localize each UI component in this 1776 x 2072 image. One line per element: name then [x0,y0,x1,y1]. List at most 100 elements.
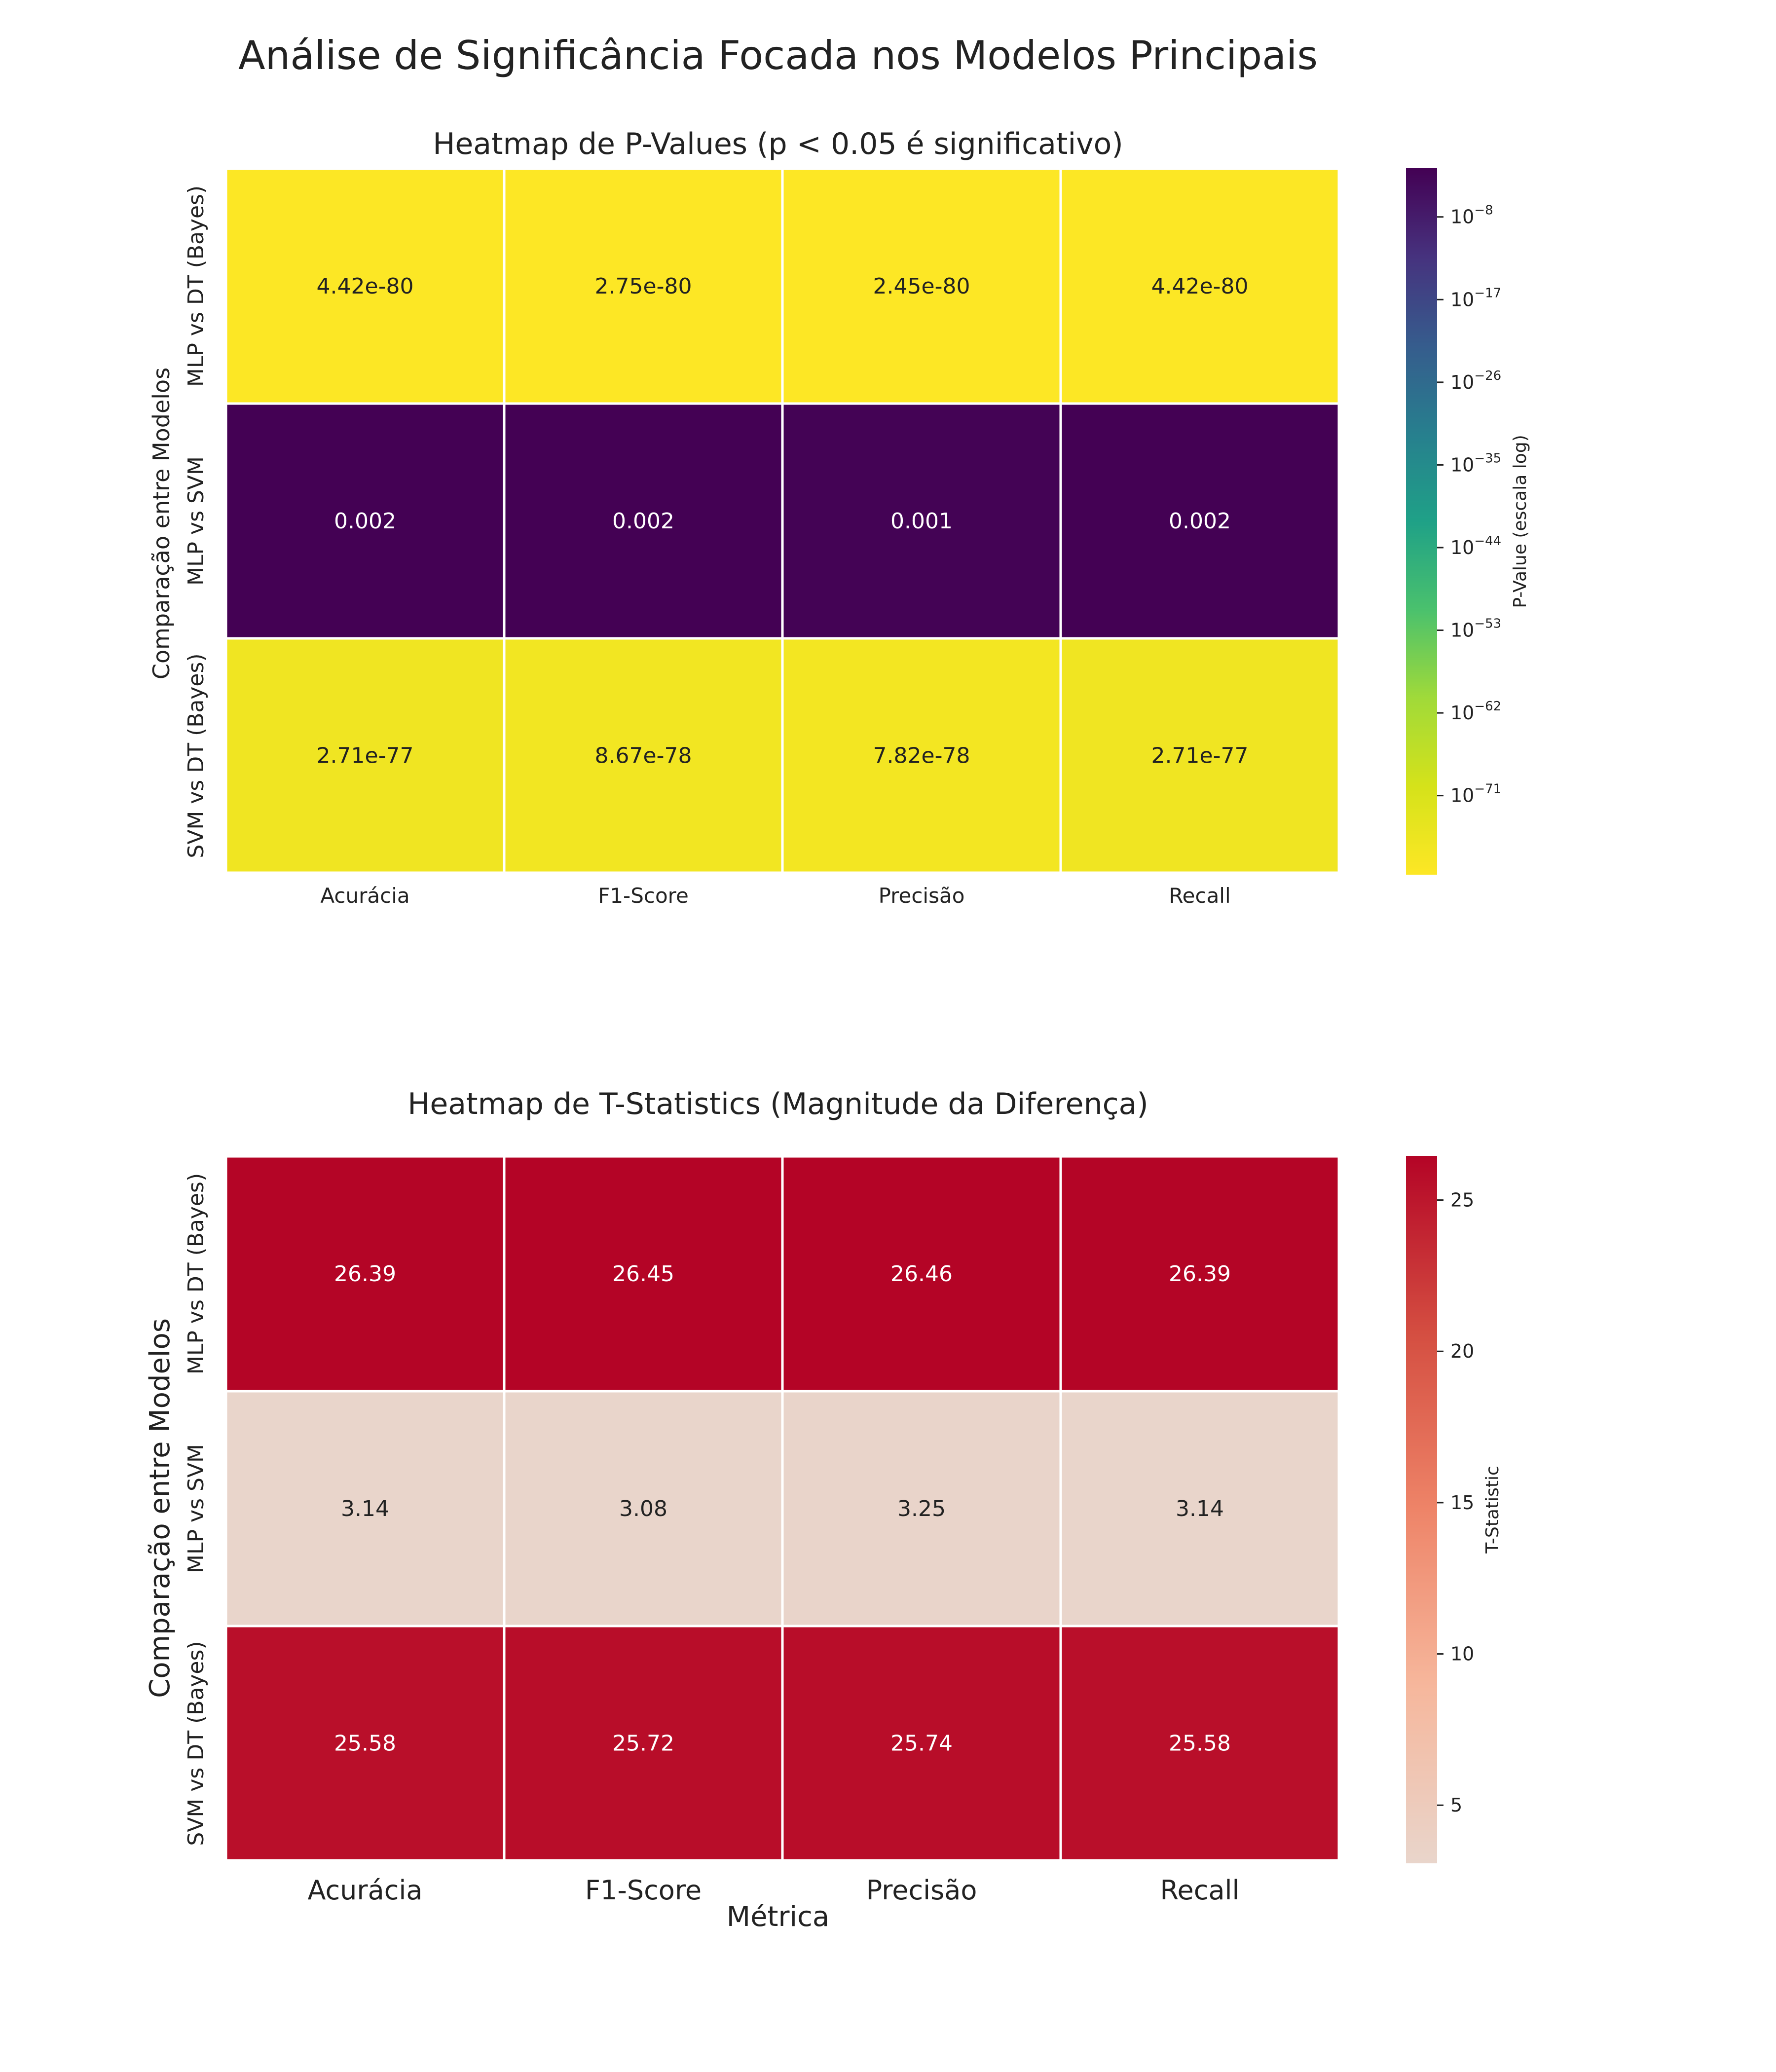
cell-annotation: 0.002 [334,509,396,534]
tstat-heatmap-xlabel: Métrica [727,1901,829,1933]
cell-annotation: 8.67e-78 [595,743,692,769]
colorbar-tick-exp: −62 [1474,699,1501,714]
tstat-heatmap-xticks: Acurácia F1-Score Precisão Recall [308,1875,1240,1906]
y-tick-label: MLP vs DT (Bayes) [184,185,209,387]
heatmap-cell [224,1155,506,1393]
colorbar-tick-exp: −8 [1474,203,1493,218]
y-tick-label: SVM vs DT (Bayes) [184,653,209,858]
tstat-heatmap-yticks: MLP vs DT (Bayes) MLP vs SVM SVM vs DT (Ba… [184,1173,209,1846]
pvalue-heatmap-ylabel: Comparação entre Modelos [148,368,175,679]
x-tick-label: F1-Score [598,884,689,908]
x-tick-label: Precisão [866,1875,977,1906]
colorbar-tick-exp: −44 [1474,534,1501,549]
colorbar-tick-exp: −71 [1474,782,1501,797]
cell-annotation: 2.71e-77 [1151,743,1249,769]
x-tick-label: Acurácia [320,884,409,908]
x-tick-label: Recall [1160,1875,1239,1906]
cell-annotation: 26.46 [890,1261,953,1287]
pvalue-heatmap-title: Heatmap de P-Values (p < 0.05 é signific… [433,127,1123,161]
cell-annotation: 4.42e-80 [317,274,414,299]
tstat-colorbar [1406,1156,1437,1863]
heatmap-cell [1059,402,1340,640]
cell-annotation: 2.45e-80 [873,274,970,299]
colorbar-tick-base: 10 [1450,289,1474,310]
heatmap-cell [224,402,506,640]
x-tick-label: F1-Score [585,1875,702,1906]
colorbar-tick-exp: −53 [1474,617,1501,631]
colorbar-tick-label: 10−71 [1450,782,1501,807]
colorbar-tick-base: 10 [1450,454,1474,476]
x-tick-label: Precisão [879,884,965,908]
colorbar-tick-label: 10 [1450,1643,1474,1665]
pvalue-heatmap-panel: Heatmap de P-Values (p < 0.05 é signific… [148,127,1530,908]
cell-annotation: 25.58 [1169,1731,1231,1756]
pvalue-heatmap-yticks: MLP vs DT (Bayes) MLP vs SVM SVM vs DT (Ba… [184,185,209,858]
cell-annotation: 0.002 [1169,509,1231,534]
colorbar-tick-label: 10−62 [1450,699,1501,724]
y-tick-label: MLP vs DT (Bayes) [184,1173,209,1374]
colorbar-tick-base: 10 [1450,620,1474,641]
heatmap-cell [503,1390,784,1628]
cell-annotation: 25.58 [334,1731,396,1756]
tstat-heatmap-cells: 26.39 26.45 26.46 26.39 3.14 3.08 3.25 3.14 25.5… [224,1155,1340,1862]
colorbar-tick-base: 10 [1450,371,1474,393]
tstat-heatmap-ylabel: Comparação entre Modelos [144,1318,176,1698]
y-tick-label: MLP vs SVM [184,456,209,586]
x-tick-label: Acurácia [308,1875,423,1906]
pvalue-heatmap-cells: 4.42e-80 2.75e-80 2.45e-80 4.42e-80 0.002 0.0… [224,167,1340,874]
colorbar-tick-label: 10−8 [1450,203,1493,228]
cell-annotation: 3.25 [897,1496,946,1521]
cell-annotation: 0.002 [612,509,674,534]
cell-annotation: 0.001 [890,509,953,534]
tstat-heatmap-title: Heatmap de T-Statistics (Magnitude da Di… [407,1087,1148,1121]
colorbar-tick-label: 10−44 [1450,534,1501,558]
colorbar-tick-base: 10 [1450,206,1474,228]
heatmap-cell [781,1390,1062,1628]
pvalue-colorbar-label: P-Value (escala log) [1510,435,1530,608]
heatmap-cell [1059,637,1340,874]
heatmap-cell [781,167,1062,405]
cell-annotation: 26.45 [612,1261,674,1287]
cell-annotation: 25.72 [612,1731,674,1756]
colorbar-tick-exp: −35 [1474,451,1501,466]
heatmap-cell [503,402,784,640]
cell-annotation: 26.39 [334,1261,396,1287]
heatmap-cell [781,1155,1062,1393]
x-tick-label: Recall [1169,884,1230,908]
tstat-heatmap-panel: Heatmap de T-Statistics (Magnitude da Di… [144,1087,1503,1933]
colorbar-tick-label: 10−17 [1450,286,1501,310]
heatmap-cell [503,167,784,405]
cell-annotation: 26.39 [1169,1261,1231,1287]
pvalue-colorbar [1406,168,1437,875]
colorbar-tick-base: 10 [1450,785,1474,807]
heatmap-cell [1059,1155,1340,1393]
cell-annotation: 3.14 [341,1496,389,1521]
colorbar-tick-exp: −26 [1474,369,1501,383]
heatmap-cell [503,1625,784,1862]
cell-annotation: 7.82e-78 [873,743,970,769]
cell-annotation: 2.71e-77 [317,743,414,769]
cell-annotation: 25.74 [890,1731,953,1756]
colorbar-tick-label: 10−35 [1450,451,1501,476]
colorbar-tick-label: 25 [1450,1189,1474,1211]
colorbar-tick-label: 10−53 [1450,617,1501,641]
colorbar-tick-base: 10 [1450,537,1474,558]
tstat-colorbar-label: T-Statistic [1482,1466,1503,1554]
cell-annotation: 3.14 [1176,1496,1224,1521]
colorbar-tick-exp: −17 [1474,286,1501,300]
heatmap-cell [1059,1625,1340,1862]
heatmap-cell [1059,1390,1340,1628]
heatmap-cell [1059,167,1340,405]
heatmap-cell [224,167,506,405]
y-tick-label: MLP vs SVM [184,1444,209,1573]
colorbar-tick-label: 20 [1450,1340,1474,1362]
heatmap-cell [503,637,784,874]
heatmap-cell [503,1155,784,1393]
figure-title: Análise de Significância Focada nos Mode… [238,33,1318,78]
colorbar-tick-label: 10−26 [1450,369,1501,393]
heatmap-cell [224,1625,506,1862]
colorbar-tick-label: 5 [1450,1794,1462,1816]
cell-annotation: 3.08 [619,1496,667,1521]
